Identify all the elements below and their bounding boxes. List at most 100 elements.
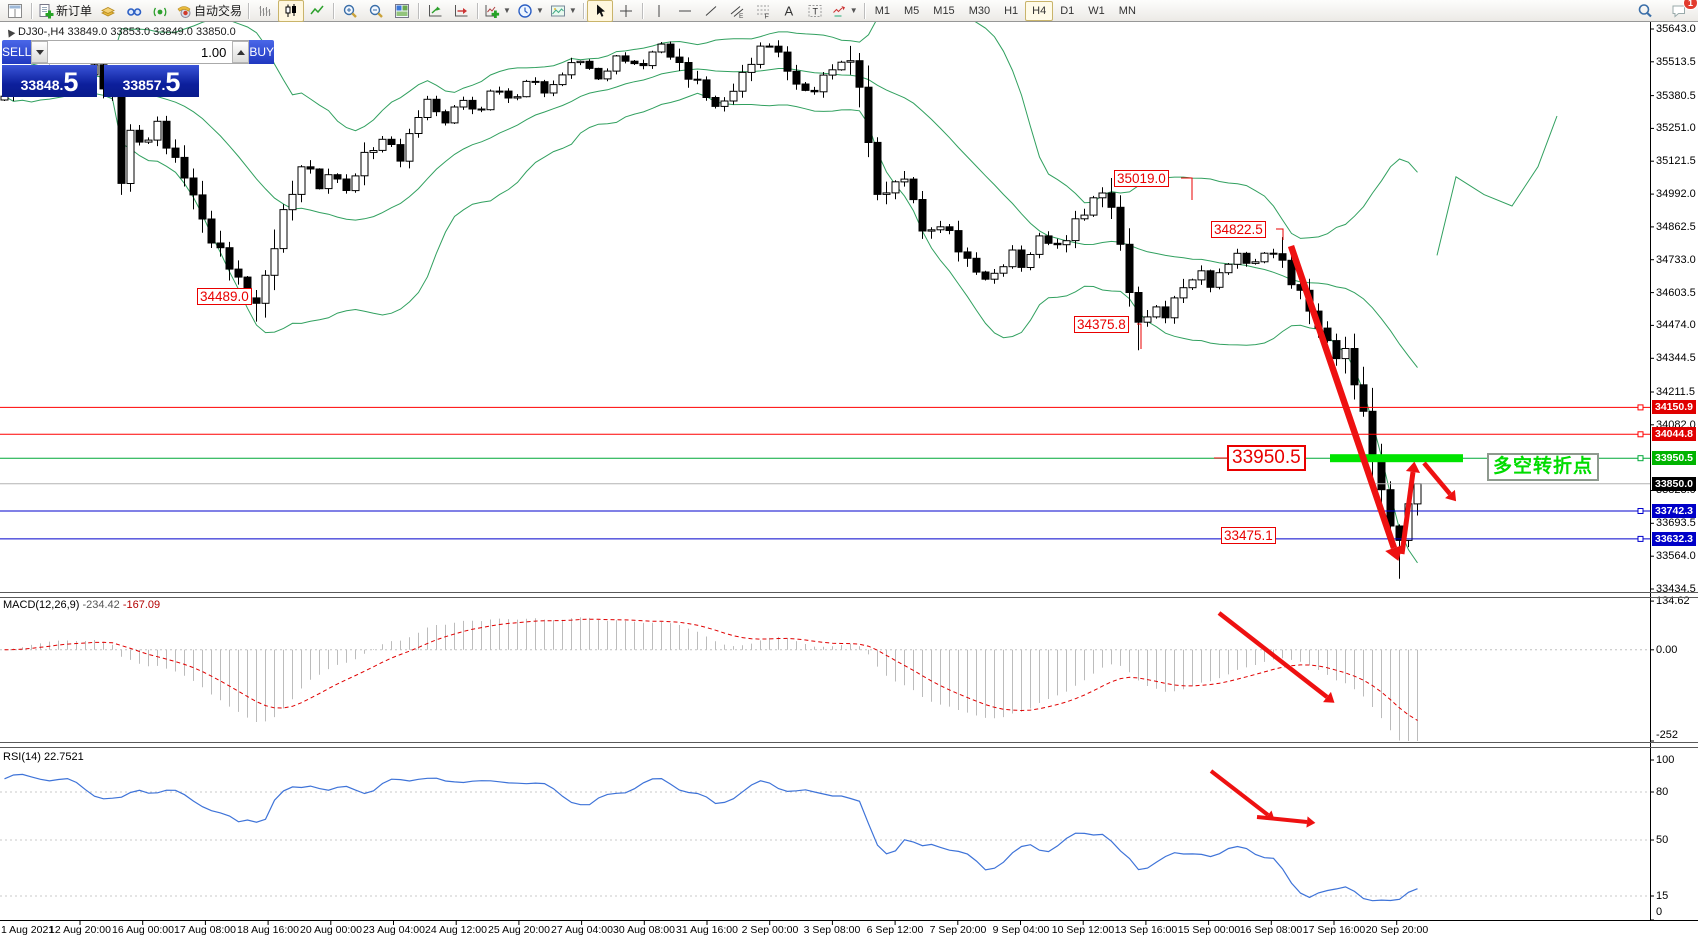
chart-shift-icon xyxy=(455,4,468,16)
toolbar-separator xyxy=(477,2,479,19)
line-chart-mode-button[interactable] xyxy=(304,0,330,22)
timeframe-m30-button[interactable]: M30 xyxy=(968,4,991,17)
time-axis-label: 16 Sep 08:00 xyxy=(1239,924,1303,936)
price-axis-tick: 34211.5 xyxy=(1656,386,1695,398)
new-order-button[interactable]: 新订单 xyxy=(35,0,95,22)
price-annotation-label[interactable]: 34375.8 xyxy=(1074,316,1129,333)
zoom-out-button[interactable] xyxy=(363,0,389,22)
equidistant-channel-tool-button[interactable]: E xyxy=(724,0,750,22)
timeframe-mn-button[interactable]: MN xyxy=(1118,4,1136,17)
timeframe-h1-button[interactable]: H1 xyxy=(1004,4,1019,17)
indicators-list-button[interactable]: ▼ xyxy=(481,0,514,22)
crosshair-tool-button[interactable] xyxy=(613,0,639,22)
ask-price-head: 33857. xyxy=(122,77,166,93)
bar-chart-mode-button[interactable] xyxy=(252,0,278,22)
chevron-down-icon[interactable]: ▼ xyxy=(503,6,511,15)
price-annotation-label[interactable]: 34822.5 xyxy=(1211,221,1266,238)
macd-signal-value: -167.09 xyxy=(122,599,161,611)
data-window-button[interactable] xyxy=(121,0,147,22)
trend-arrows[interactable] xyxy=(1209,244,1457,828)
search-button[interactable] xyxy=(1632,0,1658,22)
tile-windows-button[interactable] xyxy=(389,0,415,22)
rsi-name: RSI(14) xyxy=(3,751,41,763)
bid-price-head: 33848. xyxy=(20,77,64,93)
ask-price-button[interactable]: 33857. 5 xyxy=(104,65,199,97)
price-annotation-label[interactable]: 35019.0 xyxy=(1114,170,1169,187)
period-list-button[interactable]: ▼ xyxy=(514,0,547,22)
window-menu-button[interactable] xyxy=(2,0,28,22)
macd-axis-tick: -252 xyxy=(1656,729,1679,741)
timeframe-h4-button[interactable]: H4 xyxy=(1025,0,1054,21)
cursor-icon xyxy=(596,4,605,17)
volume-input[interactable] xyxy=(48,41,233,63)
svg-text:E: E xyxy=(739,13,744,19)
bid-price-big-digit: 5 xyxy=(63,67,79,97)
vline-icon xyxy=(658,4,660,17)
trendline-tool-button[interactable] xyxy=(698,0,724,22)
timeframe-m1-button[interactable]: M1 xyxy=(874,4,890,17)
chevron-down-icon[interactable]: ▼ xyxy=(568,6,577,15)
fibonacci-tool-button[interactable]: F xyxy=(750,0,776,22)
axis-tick-marks xyxy=(79,28,1654,925)
chart-shift-button[interactable] xyxy=(448,0,474,22)
price-axis-tick: 34344.5 xyxy=(1656,352,1696,364)
price-axis-tick: 35121.5 xyxy=(1656,155,1696,167)
signals-button[interactable] xyxy=(147,0,173,22)
price-axis-tick: 35643.0 xyxy=(1656,23,1696,35)
time-axis-label: 20 Aug 00:00 xyxy=(300,924,362,936)
text-t-icon: T xyxy=(808,4,822,17)
time-axis-label: 7 Sep 20:00 xyxy=(929,924,987,936)
timeframe-m15-button[interactable]: M15 xyxy=(933,4,955,17)
price-axis-tick: 35380.5 xyxy=(1656,90,1696,102)
vertical-line-tool-button[interactable] xyxy=(646,0,672,22)
price-annotation-label[interactable]: 34489.0 xyxy=(197,288,252,305)
timeframe-w1-button[interactable]: W1 xyxy=(1088,4,1105,17)
horizontal-line-tool-button[interactable] xyxy=(672,0,698,22)
crosshair-icon xyxy=(619,4,632,17)
time-axis-label: 2 Sep 00:00 xyxy=(741,924,799,936)
auto-scroll-button[interactable] xyxy=(422,0,448,22)
rsi-axis-tick: 0 xyxy=(1656,906,1663,918)
zoom-in-button[interactable] xyxy=(337,0,363,22)
price-annotation-label[interactable]: 33475.1 xyxy=(1221,527,1276,544)
volume-increase-button[interactable] xyxy=(232,41,250,63)
timeframe-d1-button[interactable]: D1 xyxy=(1060,4,1075,17)
text-tool-button[interactable]: A xyxy=(776,0,802,22)
glasses-icon xyxy=(127,7,142,16)
cursor-tool-button[interactable] xyxy=(586,0,613,22)
bid-price-button[interactable]: 33848. 5 xyxy=(2,65,97,97)
arrows-tool-button[interactable]: ▼ xyxy=(828,0,861,22)
candlestick-chart-mode-button[interactable] xyxy=(278,0,305,22)
timeframe-m5-button[interactable]: M5 xyxy=(904,4,920,17)
text-label-tool-button[interactable]: T xyxy=(802,0,828,22)
doc-plus-icon xyxy=(39,3,54,18)
hline-icon xyxy=(678,10,691,11)
toolbar-separator xyxy=(582,2,584,19)
time-axis-label: 25 Aug 20:00 xyxy=(488,924,550,936)
toolbar-right-group: 1 xyxy=(1632,0,1698,22)
horizontal-line-objects[interactable] xyxy=(0,404,1650,542)
price-annotation-label[interactable]: 33950.5 xyxy=(1227,445,1306,471)
sell-button[interactable]: SELL xyxy=(2,40,32,64)
autotrading-button[interactable]: 自动交易 xyxy=(173,0,245,22)
price-axis-marker: 33850.0 xyxy=(1652,477,1696,491)
market-watch-button[interactable] xyxy=(95,0,121,22)
triangle-down-icon xyxy=(35,49,44,55)
time-axis-label: 3 Sep 08:00 xyxy=(803,924,861,936)
zoom-out-icon xyxy=(369,4,383,18)
chevron-down-icon[interactable]: ▼ xyxy=(535,6,544,15)
time-axis-label: 31 Aug 16:00 xyxy=(676,924,738,936)
toolbar-separator xyxy=(863,2,865,19)
price-axis-marker: 33742.3 xyxy=(1652,504,1696,518)
buy-button[interactable]: BUY xyxy=(249,40,275,64)
volume-decrease-button[interactable] xyxy=(31,41,49,63)
turning-point-note[interactable]: 多空转折点 xyxy=(1487,453,1600,481)
notifications-button[interactable]: 1 xyxy=(1666,0,1698,22)
templates-button[interactable]: ▼ xyxy=(547,0,580,22)
time-axis-label: 24 Aug 12:00 xyxy=(425,924,487,936)
time-axis-label: 6 Sep 12:00 xyxy=(866,924,924,936)
chevron-down-icon[interactable]: ▼ xyxy=(849,6,858,15)
toolbar-separator xyxy=(333,2,335,19)
